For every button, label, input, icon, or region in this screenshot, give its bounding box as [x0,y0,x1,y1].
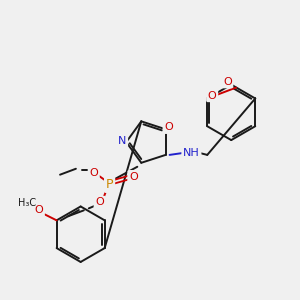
Text: O: O [34,206,43,215]
Text: O: O [208,91,217,100]
Text: H₃C: H₃C [18,197,36,208]
Text: O: O [129,172,138,182]
Text: O: O [89,168,98,178]
Text: P: P [106,178,113,191]
Text: O: O [164,122,173,132]
Text: O: O [95,197,104,207]
Text: N: N [118,136,126,146]
Text: O: O [223,76,232,87]
Text: NH: NH [183,148,200,158]
